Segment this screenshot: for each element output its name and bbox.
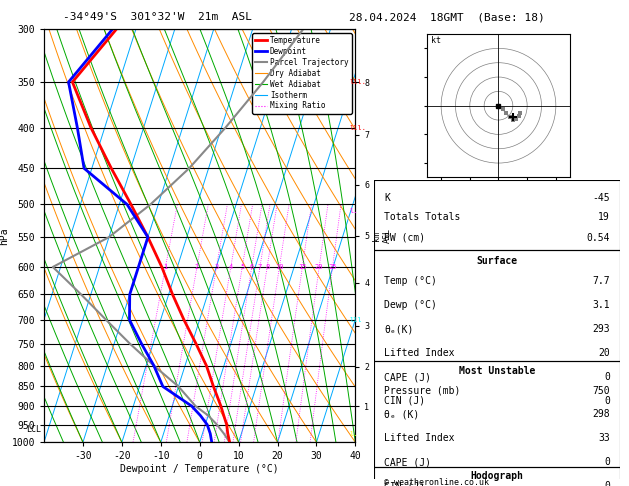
Text: 8: 8 bbox=[265, 264, 269, 270]
Text: Surface: Surface bbox=[476, 256, 518, 266]
Text: CIN (J): CIN (J) bbox=[384, 481, 425, 486]
Text: Lifted Index: Lifted Index bbox=[384, 434, 455, 443]
Text: 0: 0 bbox=[604, 396, 610, 406]
Text: Totals Totals: Totals Totals bbox=[384, 212, 460, 222]
Text: 7: 7 bbox=[258, 264, 262, 270]
Text: -34°49'S  301°32'W  21m  ASL: -34°49'S 301°32'W 21m ASL bbox=[63, 12, 252, 22]
Text: 0: 0 bbox=[604, 457, 610, 467]
Text: 7.7: 7.7 bbox=[592, 277, 610, 286]
Text: lll: lll bbox=[349, 317, 362, 323]
Legend: Temperature, Dewpoint, Parcel Trajectory, Dry Adiabat, Wet Adiabat, Isotherm, Mi: Temperature, Dewpoint, Parcel Trajectory… bbox=[252, 33, 352, 114]
Text: Most Unstable: Most Unstable bbox=[459, 366, 535, 376]
Text: © weatheronline.co.uk: © weatheronline.co.uk bbox=[384, 478, 489, 486]
Text: 19: 19 bbox=[598, 212, 610, 222]
Text: PW (cm): PW (cm) bbox=[384, 232, 425, 243]
Text: 1: 1 bbox=[164, 264, 167, 270]
Text: 293: 293 bbox=[592, 324, 610, 334]
Text: 750: 750 bbox=[592, 385, 610, 396]
Y-axis label: km
ASL: km ASL bbox=[372, 228, 392, 243]
Text: 33: 33 bbox=[598, 434, 610, 443]
Text: kt: kt bbox=[431, 35, 441, 45]
Text: θₑ(K): θₑ(K) bbox=[384, 324, 413, 334]
Text: 6: 6 bbox=[250, 264, 254, 270]
Text: 3: 3 bbox=[214, 264, 219, 270]
Text: K: K bbox=[384, 193, 390, 203]
Text: Lifted Index: Lifted Index bbox=[384, 348, 455, 358]
Text: lll.: lll. bbox=[349, 79, 366, 85]
Text: l.: l. bbox=[349, 208, 358, 214]
Text: 0.54: 0.54 bbox=[586, 232, 610, 243]
Y-axis label: hPa: hPa bbox=[0, 227, 9, 244]
Text: 0: 0 bbox=[604, 372, 610, 382]
Text: LCL: LCL bbox=[26, 425, 41, 434]
Text: θₑ (K): θₑ (K) bbox=[384, 409, 420, 419]
Text: 0: 0 bbox=[604, 481, 610, 486]
Text: -45: -45 bbox=[592, 193, 610, 203]
Text: CAPE (J): CAPE (J) bbox=[384, 372, 431, 382]
Text: 4: 4 bbox=[229, 264, 233, 270]
Text: 5: 5 bbox=[240, 264, 244, 270]
Text: 20: 20 bbox=[598, 348, 610, 358]
Text: Temp (°C): Temp (°C) bbox=[384, 277, 437, 286]
Text: CAPE (J): CAPE (J) bbox=[384, 457, 431, 467]
Text: Pressure (mb): Pressure (mb) bbox=[384, 385, 460, 396]
Text: 20: 20 bbox=[315, 264, 323, 270]
Text: lll.: lll. bbox=[349, 125, 366, 131]
Text: 28.04.2024  18GMT  (Base: 18): 28.04.2024 18GMT (Base: 18) bbox=[348, 12, 545, 22]
Text: 25: 25 bbox=[328, 264, 337, 270]
Text: CIN (J): CIN (J) bbox=[384, 396, 425, 406]
Text: 15: 15 bbox=[298, 264, 306, 270]
X-axis label: Dewpoint / Temperature (°C): Dewpoint / Temperature (°C) bbox=[120, 464, 279, 474]
Text: Dewp (°C): Dewp (°C) bbox=[384, 300, 437, 311]
Text: 10: 10 bbox=[275, 264, 284, 270]
Text: 2: 2 bbox=[195, 264, 199, 270]
Text: l.: l. bbox=[349, 431, 358, 436]
Text: Hodograph: Hodograph bbox=[470, 471, 523, 481]
Text: 298: 298 bbox=[592, 409, 610, 419]
Text: 3.1: 3.1 bbox=[592, 300, 610, 311]
